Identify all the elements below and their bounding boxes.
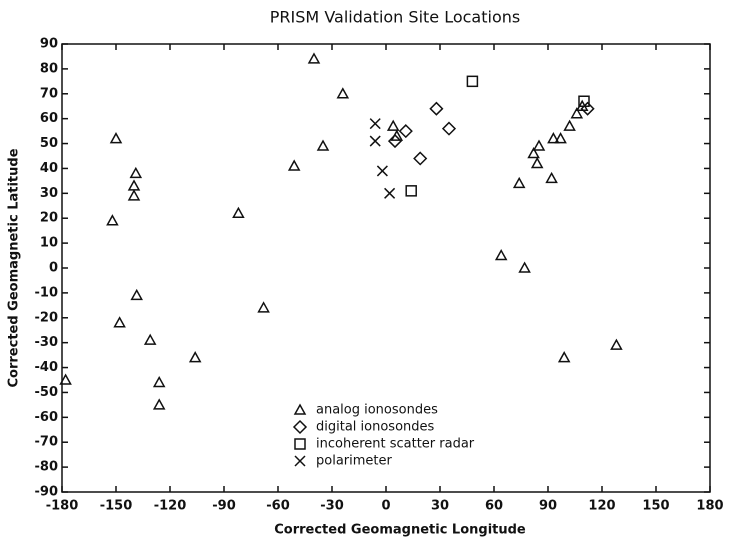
legend-label: analog ionosondes [316,403,438,418]
diamond-marker [387,134,403,149]
y-tick-label: 30 [40,186,58,201]
triangle-marker [563,119,576,131]
legend-label: incoherent scatter radar [316,437,475,452]
square-marker [466,75,479,88]
y-axis-label: Corrected Geomagnetic Latitude [7,148,22,387]
triangle-marker [512,176,526,189]
triangle-marker [113,316,126,328]
triangle-marker [127,179,141,191]
y-tick-label: -70 [35,435,59,450]
x-marker [369,135,381,147]
x-tick-label: 60 [485,499,503,514]
y-tick-label: -80 [35,460,59,475]
diamond-marker [429,101,444,116]
x-tick-label: -150 [100,499,133,514]
y-tick-label: 40 [40,161,58,176]
triangle-marker [570,107,584,119]
x-tick-label: 180 [696,499,723,514]
triangle-marker [109,132,123,144]
x-axis-label: Corrected Geomagnetic Longitude [274,523,526,538]
triangle-marker [316,139,330,151]
x-tick-label: 30 [431,499,449,514]
x-tick-label: -120 [154,499,187,514]
y-tick-label: 90 [40,37,58,52]
x-tick-label: -30 [320,499,344,514]
triangle-marker [59,373,72,385]
x-marker [294,455,306,467]
y-tick-label: 20 [40,211,58,226]
y-tick-label: 60 [40,111,58,126]
triangle-marker [527,146,540,159]
triangle-marker [287,159,301,171]
x-tick-label: -60 [266,499,290,514]
triangle-marker [530,156,544,169]
square-marker [405,185,417,197]
y-tick-label: 80 [40,61,58,76]
triangle-marker [554,132,567,144]
y-tick-label: -50 [35,385,59,400]
y-tick-label: -90 [35,485,59,500]
x-tick-label: 120 [588,499,615,514]
x-marker [376,165,388,177]
triangle-marker [257,301,270,313]
diamond-marker [441,121,457,136]
x-marker [384,187,396,199]
triangle-marker [152,375,166,388]
triangle-marker [130,288,143,301]
triangle-marker [610,338,623,350]
diamond-marker [413,151,428,166]
triangle-marker [307,52,321,64]
y-tick-label: -20 [35,310,59,325]
y-tick-label: -30 [35,335,59,350]
y-tick-label: -40 [35,360,59,375]
y-tick-label: 0 [49,261,58,276]
triangle-marker [129,166,143,179]
x-tick-label: 90 [539,499,557,514]
triangle-marker [547,132,560,144]
x-tick-label: -90 [212,499,236,514]
triangle-marker [494,249,508,261]
square-marker [578,95,590,107]
y-tick-label: -10 [35,285,59,300]
triangle-marker [518,261,531,273]
triangle-marker [545,171,558,184]
x-tick-label: 150 [642,499,669,514]
triangle-marker [127,189,141,201]
diamond-marker [398,124,413,139]
x-tick-label: 0 [381,499,390,514]
x-tick-label: -180 [46,499,79,514]
legend-label: digital ionosondes [316,420,435,435]
triangle-marker [232,206,245,218]
legend-label: polarimeter [316,454,392,469]
x-marker [369,118,381,130]
triangle-marker [336,87,350,99]
triangle-marker [106,214,119,226]
y-tick-label: -60 [35,410,59,425]
y-tick-label: 70 [40,86,58,101]
triangle-marker [152,398,166,410]
triangle-marker [143,333,157,345]
triangle-marker [386,119,400,131]
y-tick-label: 10 [40,236,58,251]
diamond-marker [292,419,308,435]
triangle-marker [293,403,307,415]
triangle-marker [557,351,571,363]
triangle-marker [188,351,202,363]
square-marker [294,438,306,450]
y-tick-label: 50 [40,136,58,151]
chart-title: PRISM Validation Site Locations [270,8,520,27]
triangle-marker [532,139,546,151]
